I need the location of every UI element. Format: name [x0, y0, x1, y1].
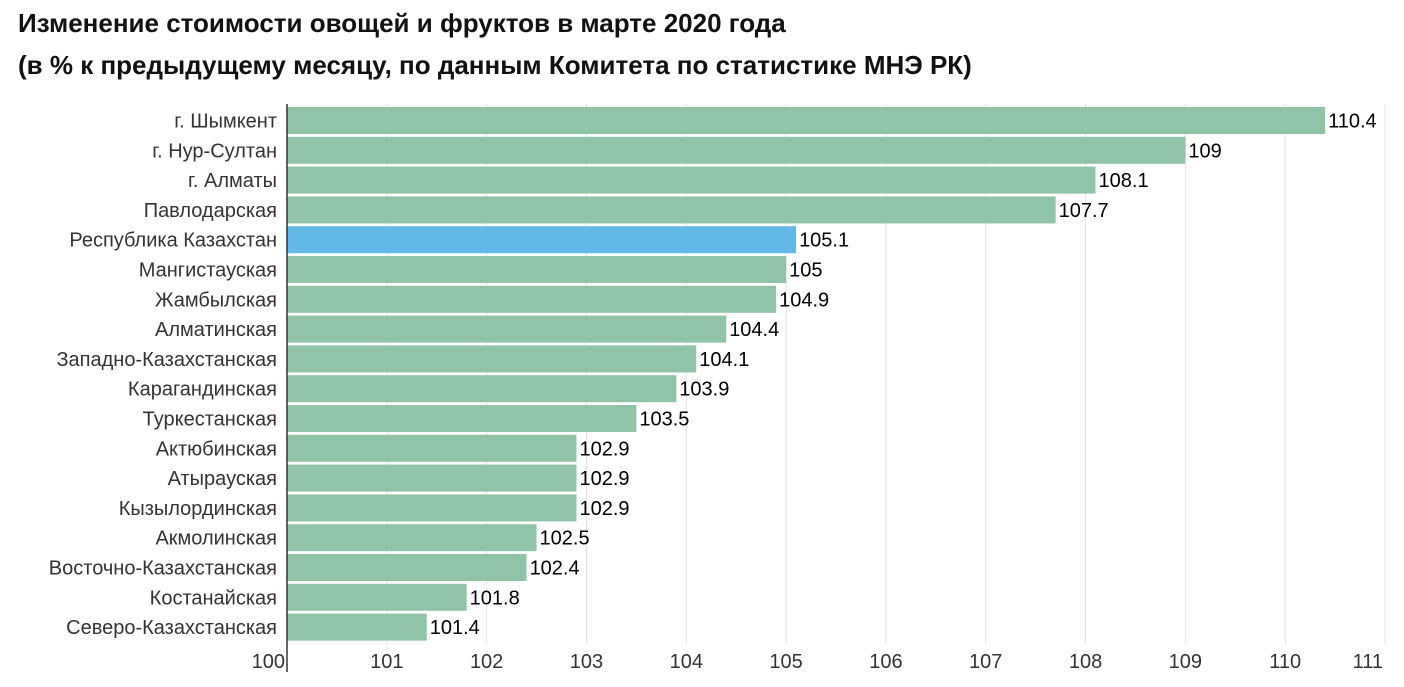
category-label: Атырауская [168, 468, 277, 490]
value-label: 102.5 [540, 528, 590, 550]
bar [287, 256, 787, 283]
x-tick-label: 102 [470, 651, 503, 673]
bar [287, 613, 427, 641]
x-tick-label: 108 [1069, 651, 1102, 673]
x-tick-label: 100 [252, 651, 285, 673]
x-tick-label: 107 [969, 651, 1002, 673]
value-label: 109 [1188, 140, 1221, 162]
bar [287, 375, 677, 403]
value-label: 104.1 [699, 349, 749, 371]
bar [287, 107, 1326, 134]
value-label: 108.1 [1099, 170, 1149, 192]
bar [287, 166, 1096, 194]
bar [287, 434, 577, 462]
category-label: Актюбинская [156, 438, 277, 460]
category-label: г. Алматы [188, 170, 277, 192]
category-label: Алматинская [155, 319, 277, 341]
category-label: Акмолинская [155, 528, 277, 550]
bar [287, 405, 637, 432]
category-label: Кызылординская [119, 498, 277, 520]
category-label: Западно-Казахстанская [56, 349, 277, 371]
bar [287, 285, 777, 313]
category-labels: г. Шымкент г. Нур-Султан г. Алматы Павлодар… [49, 111, 277, 640]
bars [287, 107, 1326, 641]
value-label: 105.1 [799, 230, 849, 252]
x-tick-label: 103 [570, 651, 603, 673]
x-tick-label: 111 [1353, 651, 1383, 673]
bar [287, 494, 577, 522]
bar [287, 345, 697, 373]
category-label: Республика Казахстан [69, 230, 277, 252]
x-tick-label: 105 [769, 651, 802, 673]
x-tick-label: 104 [670, 651, 703, 673]
value-label: 101.8 [470, 587, 520, 609]
category-label: Восточно-Казахстанская [49, 558, 277, 580]
bar [287, 226, 797, 254]
value-label: 104.4 [729, 319, 779, 341]
value-label: 107.7 [1059, 200, 1109, 222]
value-label: 103.9 [679, 379, 729, 401]
category-label: г. Шымкент [174, 111, 277, 133]
value-label: 103.5 [639, 409, 689, 431]
value-label: 104.9 [779, 289, 829, 311]
bar [287, 464, 577, 492]
x-tick-label: 106 [869, 651, 902, 673]
category-label: Павлодарская [144, 200, 277, 222]
category-label: г. Нур-Султан [152, 140, 277, 162]
x-tick-label: 109 [1169, 651, 1202, 673]
chart-subtitle: (в % к предыдущему месяцу, по данным Ком… [18, 50, 972, 80]
value-label: 102.9 [579, 498, 629, 520]
bar [287, 524, 537, 552]
chart-title: Изменение стоимости овощей и фруктов в м… [18, 8, 786, 38]
bar [287, 554, 527, 581]
bar [287, 196, 1056, 224]
category-label: Мангистауская [139, 260, 277, 282]
bar [287, 136, 1186, 164]
value-label: 102.9 [579, 468, 629, 490]
value-label: 105 [789, 260, 822, 282]
category-label: Туркестанская [143, 409, 277, 431]
bar [287, 583, 467, 611]
x-tick-label: 101 [370, 651, 403, 673]
value-label: 110.4 [1328, 111, 1377, 133]
x-tick-label: 110 [1269, 651, 1301, 673]
category-label: Карагандинская [128, 379, 277, 401]
category-label: Костанайская [150, 587, 277, 609]
x-axis-ticks: 100 101 102 103 104 105 106 107 108 109 110 111 [252, 651, 1383, 673]
value-label: 102.4 [530, 558, 580, 580]
category-label: Северо-Казахстанская [66, 617, 277, 639]
bar [287, 315, 727, 343]
value-label: 102.9 [579, 438, 629, 460]
gridlines [386, 104, 1386, 644]
category-label: Жамбылская [155, 289, 277, 311]
value-label: 101.4 [430, 617, 480, 639]
